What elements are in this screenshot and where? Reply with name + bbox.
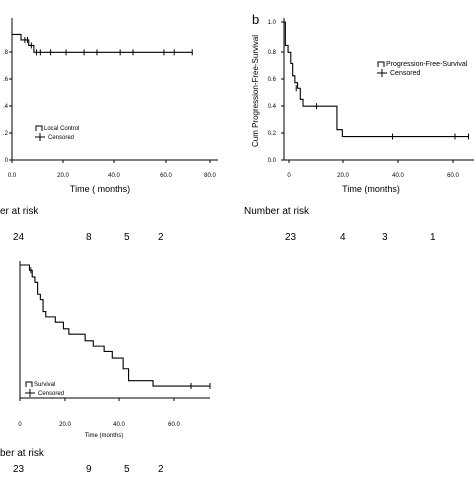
panel-a-risk-value: 5 [124,232,130,243]
panel-b-risk-value: 1 [430,232,436,243]
panel-a-y-tick-label: .2 [3,131,9,137]
panel-c-x-tick-label: 20.0 [59,422,71,428]
panel-a-x-tick-label: 80.0 [204,173,216,179]
panel-c-legend-censored: Censored [38,391,64,397]
panel-c-risk-value: 23 [13,464,25,475]
panel-a-x-axis-label: Time ( months) [70,184,130,194]
panel-c-x-tick-label: 40.0 [113,422,125,428]
panel-c-survival-curve [20,264,210,387]
panel-b-y-tick-label: 0.8 [268,50,277,56]
panel-a-y-tick-label: .4 [3,104,9,110]
panel-c-x-axis-label: Time (months) [85,433,123,439]
panel-c-risk-label: ber at risk [0,448,44,459]
panel-b-y-tick-label: 0.2 [268,131,277,137]
panel-a-x-tick-label: 60.0 [160,173,172,179]
panel-a-legend-censored: Censored [48,135,74,141]
panel-b-x-tick-label: 0 [287,173,291,179]
panel-a-risk-value: 24 [13,232,25,243]
panel-a-x-tick-label: 20.0 [57,173,69,179]
panel-b-y-tick-label: 0.4 [268,104,277,110]
panel-c-x-tick-label: 60.0 [168,422,180,428]
panel-a-legend-step-icon [35,125,43,131]
panel-a-y-tick-label: .6 [3,77,9,83]
panel-b-y-tick-label: 0.6 [268,77,277,83]
panel-b-survival-curve [284,21,469,138]
panel-b-risk-value: 23 [285,232,297,243]
panel-a-risk-value: 8 [86,232,92,243]
panel-c-x-tick-label: 0 [18,422,22,428]
panel-b-legend-step-icon [377,61,385,67]
panel-a-y-tick-label: .8 [3,50,9,56]
panel-a-risk-label: er at risk [0,206,39,217]
panel-a-risk-value: 2 [158,232,164,243]
panel-a-x-tick-label: 40.0 [108,173,120,179]
panel-c-legend-step-icon [25,381,33,387]
panel-b-legend-censored: Censored [390,70,420,77]
panel-c-risk-value: 2 [158,464,164,475]
panel-b-x-tick-label: 20.0 [337,173,349,179]
panel-b-y-axis-label: Cum Progression-Free-Survival [251,35,260,147]
panel-c-risk-value: 9 [86,464,92,475]
panel-c-legend-series: Survival [34,382,55,388]
panel-b-x-tick-label: 40.0 [392,173,404,179]
panel-c-risk-value: 5 [124,464,130,475]
panel-b-y-tick-label: 0.0 [268,158,277,164]
panel-a-x-tick-label: 0.0 [8,173,17,179]
panel-a-survival-curve [12,33,193,53]
panel-b-risk-label: Number at risk [244,206,310,217]
panel-b-y-tick-label: 1.0 [268,20,277,26]
panel-b-x-tick-label: 60.0 [447,173,459,179]
panel-a-y-tick-label: 0 [5,158,9,164]
panel-b-risk-value: 4 [340,232,346,243]
panel-a-legend-series: Local Control [44,126,79,132]
panel-b-letter: b [252,12,259,27]
panel-b-risk-value: 3 [382,232,388,243]
panel-b-x-axis-label: Time (months) [342,184,400,194]
panel-b-legend-series: Progression-Free-Survival [386,61,468,68]
